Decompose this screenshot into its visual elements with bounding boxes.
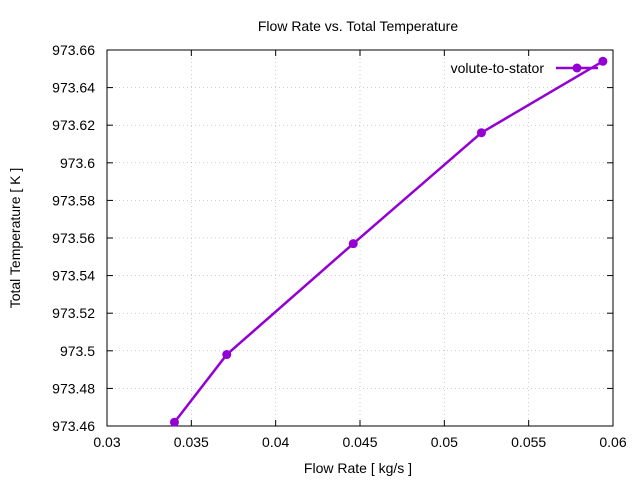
chart-title: Flow Rate vs. Total Temperature (258, 18, 458, 34)
legend: volute-to-stator (451, 60, 598, 76)
y-tick-label: 973.46 (52, 418, 95, 434)
series-layer (169, 56, 608, 427)
y-tick-label: 973.6 (60, 155, 95, 171)
legend-marker (572, 63, 582, 73)
x-tick-label: 0.05 (431, 434, 458, 450)
data-point (598, 56, 608, 66)
y-tick-label: 973.64 (52, 80, 95, 96)
y-tick-label: 973.58 (52, 192, 95, 208)
y-tick-label: 973.66 (52, 42, 95, 58)
data-point (222, 350, 232, 360)
x-tick-label: 0.045 (342, 434, 377, 450)
axis-ticks: 0.03 0.035 0.04 0.045 0.05 0.055 0.06 973.46 973… (52, 42, 627, 450)
x-tick-label: 0.055 (511, 434, 546, 450)
data-point (348, 239, 358, 249)
y-tick-label: 973.62 (52, 117, 95, 133)
y-axis-label: Total Temperature [ K ] (7, 168, 23, 309)
legend-label: volute-to-stator (451, 60, 545, 76)
x-tick-label: 0.035 (174, 434, 209, 450)
y-tick-label: 973.52 (52, 305, 95, 321)
y-tick-label: 973.56 (52, 230, 95, 246)
x-axis-label: Flow Rate [ kg/s ] (304, 460, 412, 476)
series-line (173, 60, 604, 424)
y-tick-label: 973.48 (52, 380, 95, 396)
y-tick-label: 973.5 (60, 343, 95, 359)
data-point (476, 128, 486, 138)
y-tick-label: 973.54 (52, 268, 95, 284)
data-point (169, 417, 179, 427)
x-tick-label: 0.06 (599, 434, 626, 450)
x-tick-label: 0.03 (93, 434, 120, 450)
x-tick-label: 0.04 (262, 434, 289, 450)
